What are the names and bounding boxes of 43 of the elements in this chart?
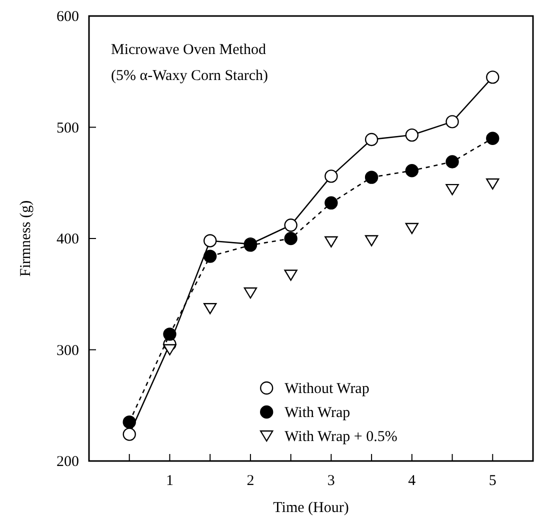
point xyxy=(405,128,419,142)
point xyxy=(486,70,500,84)
legend-label: With Wrap xyxy=(284,405,350,421)
y-tick-label: 200 xyxy=(56,454,79,470)
point xyxy=(203,250,217,263)
point xyxy=(364,132,378,146)
point xyxy=(163,328,176,341)
annotation: Microwave Oven Method xyxy=(111,42,266,58)
point xyxy=(324,196,338,210)
point xyxy=(446,115,459,128)
y-tick-label: 400 xyxy=(56,232,79,248)
y-tick-label: 600 xyxy=(56,9,79,25)
x-tick-label: 3 xyxy=(327,473,335,489)
legend-label: Without Wrap xyxy=(284,381,370,397)
point xyxy=(324,170,338,183)
point xyxy=(446,155,459,168)
point xyxy=(244,287,258,299)
x-axis-title: Time (Hour) xyxy=(273,500,349,516)
y-tick-label: 500 xyxy=(56,120,79,136)
point xyxy=(486,178,500,190)
point xyxy=(122,428,136,441)
y-tick-label: 300 xyxy=(56,342,79,359)
point xyxy=(203,302,217,314)
y-axis-title: Firmness (g) xyxy=(18,200,34,277)
x-tick-label: 5 xyxy=(488,473,496,489)
point xyxy=(284,218,298,232)
x-tick-label: 4 xyxy=(408,473,416,489)
point xyxy=(324,236,338,248)
point xyxy=(405,164,419,178)
point xyxy=(486,132,500,145)
x-tick-label: 2 xyxy=(246,473,254,489)
point xyxy=(284,270,298,281)
point xyxy=(446,184,459,196)
point xyxy=(163,344,176,356)
point xyxy=(364,170,378,184)
point xyxy=(122,415,136,429)
point xyxy=(405,222,419,234)
annotation: (5% α-Waxy Corn Starch) xyxy=(111,68,268,84)
x-tick-label: 1 xyxy=(166,473,174,489)
point xyxy=(364,235,378,246)
legend-label: With Wrap + 0.5% xyxy=(284,429,398,445)
point xyxy=(203,234,217,248)
point xyxy=(284,232,298,246)
